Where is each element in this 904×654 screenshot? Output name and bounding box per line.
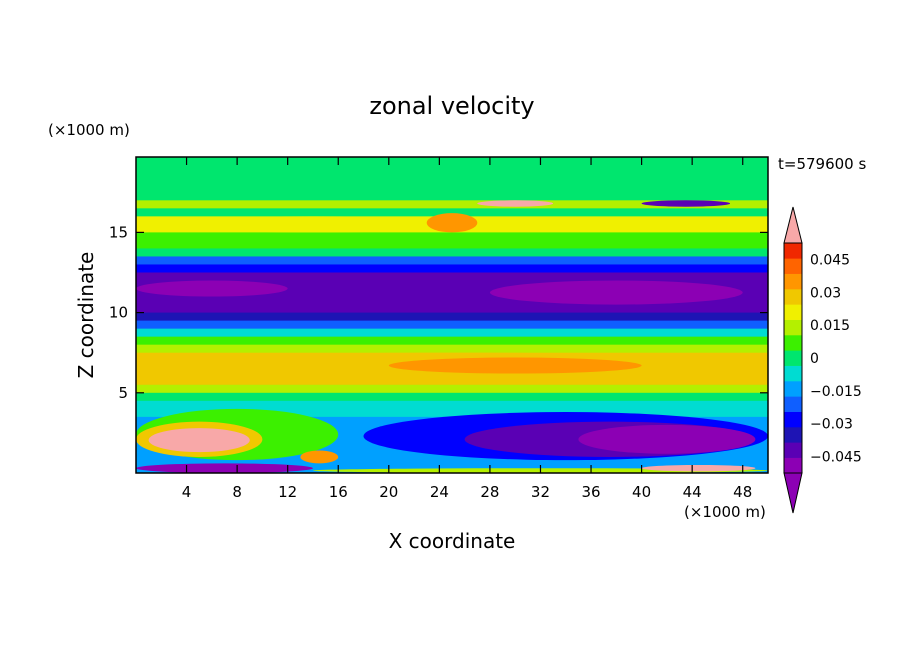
colorbar-swatch-1 (784, 442, 802, 458)
contour-band-15 (136, 344, 768, 354)
colorbar-tick-label: 0.015 (810, 318, 850, 334)
chart-title: zonal velocity (369, 92, 534, 120)
contour-feature-5 (136, 280, 288, 297)
x-tick-label: 32 (531, 483, 550, 501)
colorbar-tick-label: −0.03 (810, 417, 853, 433)
contour-feature-8 (641, 200, 731, 207)
colorbar-tick-label: 0 (810, 351, 819, 367)
colorbar-swatch-2 (784, 427, 802, 443)
colorbar-swatch-9 (784, 319, 802, 336)
contour-feature-3 (426, 213, 478, 233)
y-tick-label: 15 (109, 223, 128, 241)
colorbar-swatch-12 (784, 273, 802, 290)
contour-band-8 (136, 264, 768, 273)
colorbar-tick-label: −0.045 (810, 450, 862, 466)
contour-feature-11 (578, 424, 756, 454)
colorbar-swatch-11 (784, 289, 802, 305)
contour-band-5 (136, 232, 768, 249)
contour-band-18 (136, 392, 768, 402)
colorbar-swatch-4 (784, 396, 802, 412)
x-tick-label: 44 (683, 483, 702, 501)
y-tick-label: 5 (118, 384, 128, 402)
colorbar-over-arrow (783, 206, 803, 244)
colorbar-swatch-8 (784, 335, 802, 351)
contour-band-2 (136, 200, 768, 209)
contour-feature-1 (388, 357, 642, 374)
contour-feature-15 (300, 450, 339, 464)
time-label: t=579600 s (778, 155, 866, 173)
x-tick-label: 20 (379, 483, 398, 501)
colorbar-under-arrow (783, 472, 803, 514)
colorbar-frame (783, 242, 803, 474)
contour-band-7 (136, 256, 768, 265)
contour-band-13 (136, 328, 768, 338)
colorbar-swatch-7 (784, 350, 802, 366)
x-tick-label: 8 (232, 483, 242, 501)
contour-band-0 (136, 157, 768, 185)
y-unit-label: (×1000 m) (48, 121, 130, 139)
contour-feature-18 (641, 464, 756, 472)
contour-band-14 (136, 336, 768, 346)
colorbar-swatch-6 (784, 365, 802, 382)
x-tick-label: 16 (329, 483, 348, 501)
contour-field (136, 157, 768, 473)
x-tick-label: 4 (182, 483, 192, 501)
colorbar-swatch-10 (784, 304, 802, 320)
contour-band-11 (136, 312, 768, 322)
contour-feature-7 (477, 200, 554, 207)
y-axis-title: Z coordinate (74, 252, 98, 379)
colorbar-tick-label: −0.015 (810, 384, 862, 400)
x-axis-title: X coordinate (389, 529, 516, 553)
colorbar-swatch-0 (784, 457, 802, 474)
contour-feature-2 (136, 216, 490, 233)
x-tick-label: 24 (430, 483, 449, 501)
x-tick-label: 40 (632, 483, 651, 501)
colorbar-swatch-5 (784, 381, 802, 397)
contour-band-12 (136, 320, 768, 330)
x-axis: 4 8 12 16 20 24 28 32 36 40 44 48 (182, 157, 752, 501)
colorbar-swatch-14 (784, 243, 802, 259)
colorbar-swatch-3 (784, 411, 802, 428)
contour-band-1 (136, 184, 768, 201)
colorbar: 0.045 0.03 0.015 0 −0.015 −0.03 −0.045 (783, 206, 862, 514)
plot-frame (135, 156, 769, 474)
colorbar-tick-label: 0.03 (810, 285, 841, 301)
contour-feature-16 (136, 463, 313, 473)
y-tick-label: 10 (109, 304, 128, 322)
contour-band-3 (136, 208, 768, 217)
x-tick-label: 28 (480, 483, 499, 501)
colorbar-tick-label: 0.045 (810, 252, 850, 268)
contour-band-17 (136, 384, 768, 394)
x-tick-label: 36 (581, 483, 600, 501)
y-axis: 5 10 15 (109, 223, 768, 402)
contour-feature-6 (489, 280, 743, 305)
contour-band-6 (136, 248, 768, 257)
x-tick-label: 48 (733, 483, 752, 501)
colorbar-swatch-13 (784, 258, 802, 274)
contour-feature-14 (148, 428, 250, 453)
x-tick-label: 12 (278, 483, 297, 501)
x-unit-label: (×1000 m) (684, 503, 766, 521)
